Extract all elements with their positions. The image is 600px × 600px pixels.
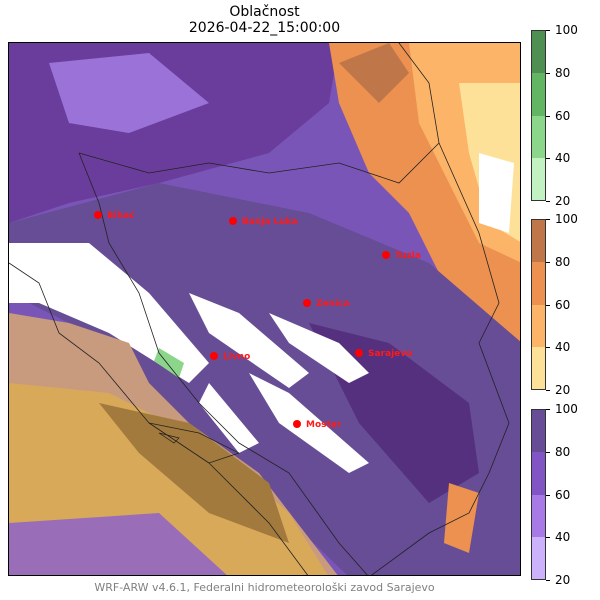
colorbar-segment — [532, 31, 545, 74]
clear-sky-region — [199, 383, 259, 453]
city-marker — [355, 349, 363, 357]
colorbar-segment — [532, 346, 545, 389]
city-sarajevo: Sarajevo — [355, 349, 412, 359]
colorbar-tick: 40 — [546, 531, 570, 543]
low-cloud-region — [9, 183, 520, 575]
colorbar-tick: 60 — [546, 489, 570, 501]
island-outline — [148, 422, 240, 464]
colorbar-mid-cloud — [531, 219, 546, 390]
colorbar-tick: 40 — [546, 152, 570, 164]
mid-cloud-region — [444, 483, 479, 553]
colorbar-tick: 100 — [546, 403, 578, 415]
colorbar-segment — [532, 452, 545, 495]
border-line — [371, 142, 510, 575]
colorbar-segment — [532, 304, 545, 347]
colorbar-tick: 20 — [546, 574, 570, 586]
colorbar-tick: 60 — [546, 299, 570, 311]
city-mostar: Mostar — [293, 420, 342, 430]
colorbar-tick: 20 — [546, 195, 570, 207]
mid-cloud-region — [99, 403, 289, 543]
colorbar-segment — [532, 536, 545, 579]
colorbar-segment — [532, 494, 545, 537]
colorbar-segment — [532, 410, 545, 453]
city-marker — [293, 420, 301, 428]
city-livno: Livno — [210, 352, 250, 362]
colorbar-tick: 80 — [546, 446, 570, 458]
city-markers: Bihać Banja Luka Tuzla Zenica Livno Sarajevo M… — [94, 210, 421, 430]
city-marker — [94, 211, 102, 219]
clear-sky-region — [189, 293, 309, 388]
clear-sky-region — [249, 373, 369, 473]
city-label: Tuzla — [395, 251, 421, 261]
city-label: Mostar — [306, 420, 342, 430]
city-label: Sarajevo — [368, 349, 412, 359]
colorbar-segment — [532, 73, 545, 116]
map-datetime: 2026-04-22_15:00:00 — [188, 20, 341, 36]
coastline — [9, 262, 309, 575]
colorbar-low-cloud — [531, 409, 546, 580]
city-marker — [303, 299, 311, 307]
map-canvas: Bihać Banja Luka Tuzla Zenica Livno Sarajevo M… — [9, 43, 520, 575]
footer-credit: WRF-ARW v4.6.1, Federalni hidrometeorolo… — [94, 581, 435, 594]
low-cloud-region — [49, 53, 209, 133]
low-cloud-region — [9, 513, 227, 575]
city-zenica: Zenica — [303, 299, 350, 309]
city-label: Livno — [223, 352, 250, 362]
border-line — [78, 43, 440, 184]
city-marker — [210, 352, 218, 360]
city-label: Zenica — [316, 299, 350, 309]
colorbar-high-cloud — [531, 30, 546, 201]
colorbar-segment — [532, 262, 545, 305]
colorbar-tick: 100 — [546, 24, 578, 36]
colorbar-tick: 80 — [546, 67, 570, 79]
city-label: Banja Luka — [242, 217, 298, 227]
cloud-cover-map: Bihać Banja Luka Tuzla Zenica Livno Sarajevo M… — [8, 42, 521, 576]
colorbar-tick: 80 — [546, 256, 570, 268]
border-line — [78, 152, 368, 575]
colorbar-segment — [532, 220, 545, 263]
map-title: Oblačnost — [229, 4, 300, 20]
clear-sky-region — [479, 153, 514, 233]
city-marker — [229, 217, 237, 225]
colorbar-tick: 20 — [546, 384, 570, 396]
colorbar-segment — [532, 157, 545, 200]
colorbar-tick: 40 — [546, 341, 570, 353]
colorbar-tick: 100 — [546, 213, 578, 225]
mid-cloud-region — [339, 43, 409, 103]
colorbar-tick: 60 — [546, 110, 570, 122]
city-banja-luka: Banja Luka — [229, 217, 298, 227]
colorbar-segment — [532, 115, 545, 158]
city-label: Bihać — [107, 210, 135, 221]
clear-sky-region — [269, 313, 369, 383]
city-tuzla: Tuzla — [382, 251, 421, 261]
city-bihać: Bihać — [94, 210, 135, 221]
city-marker — [382, 251, 390, 259]
